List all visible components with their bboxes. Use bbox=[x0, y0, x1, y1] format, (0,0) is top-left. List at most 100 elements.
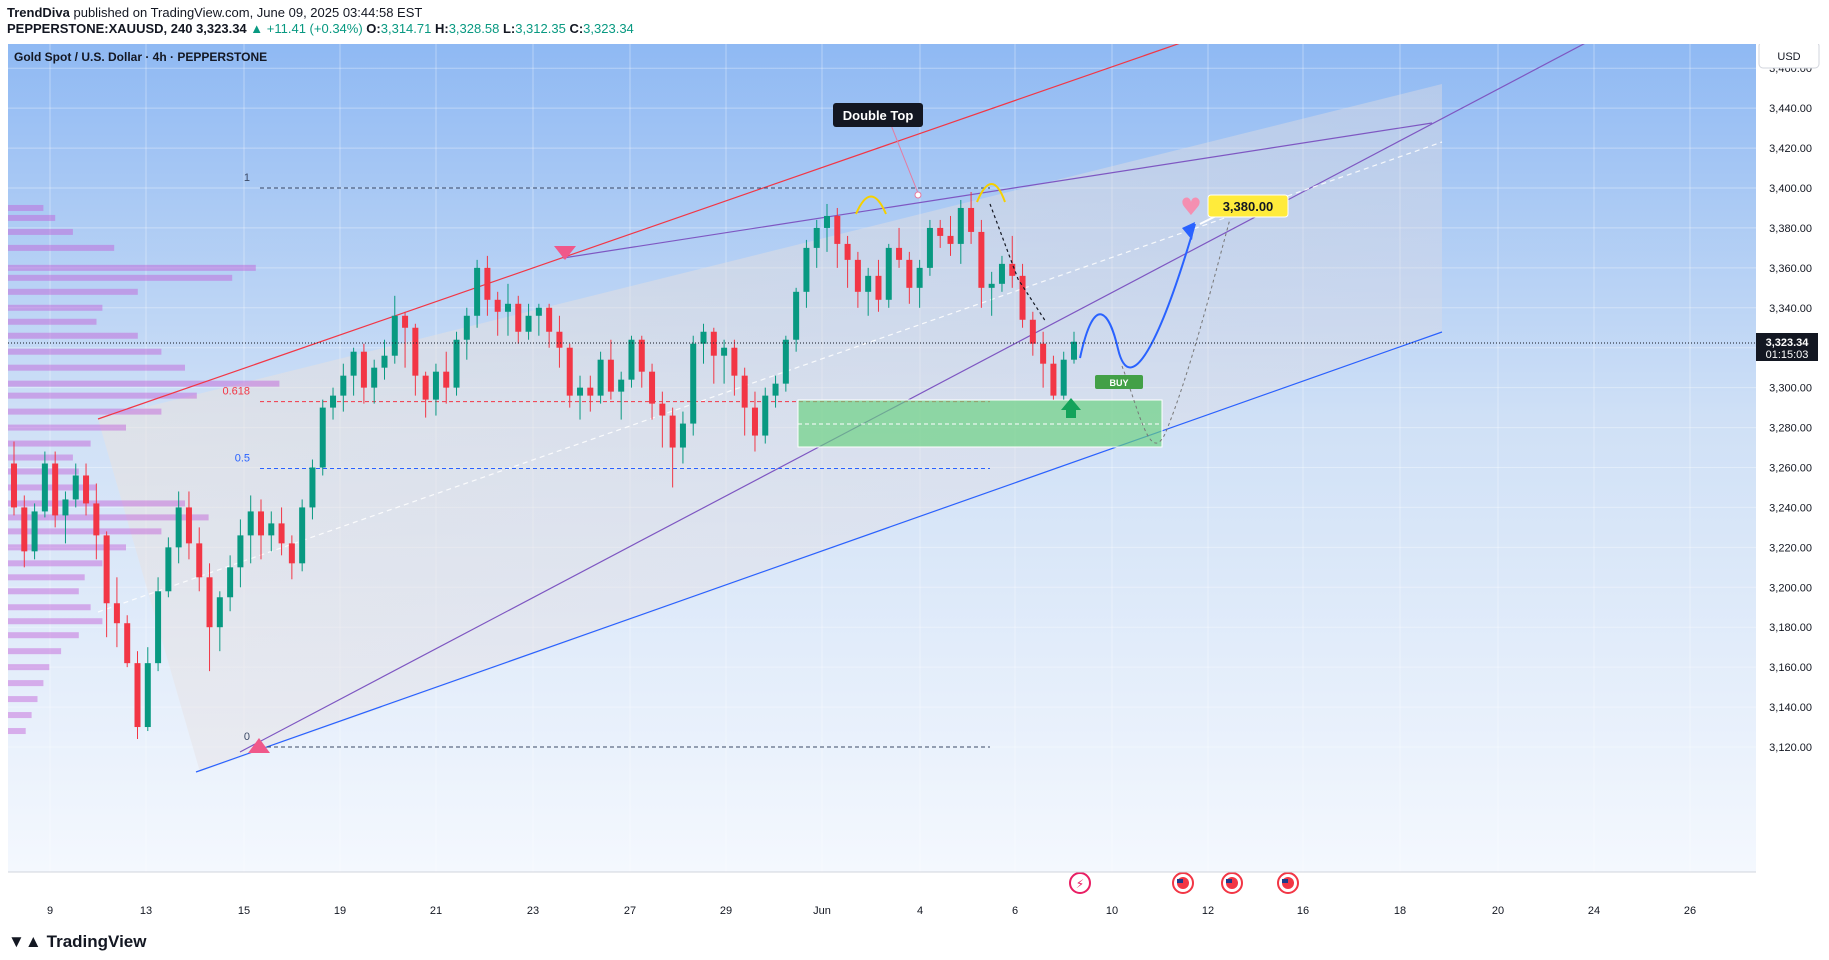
time-tick-label: 4 bbox=[917, 905, 923, 917]
candle bbox=[649, 363, 656, 420]
chart-title: Gold Spot / U.S. Dollar · 4h · PEPPERSTO… bbox=[14, 50, 267, 64]
volume-profile-bar bbox=[8, 348, 162, 355]
time-tick-label: 18 bbox=[1394, 905, 1406, 917]
author-name[interactable]: TrendDiva bbox=[7, 5, 70, 20]
price-tick-label: 3,260.00 bbox=[1769, 463, 1812, 475]
candle bbox=[196, 527, 203, 592]
candle bbox=[710, 327, 717, 384]
candle bbox=[391, 295, 398, 364]
buy-label[interactable]: BUY bbox=[1095, 375, 1143, 389]
double-top-arc-1 bbox=[855, 195, 887, 215]
candle bbox=[1071, 331, 1077, 364]
candle bbox=[556, 315, 563, 368]
candle bbox=[957, 199, 964, 264]
tradingview-icon: ▼▲ bbox=[8, 932, 42, 951]
candle bbox=[1040, 331, 1047, 388]
tradingview-logo[interactable]: ▼▲ TradingView bbox=[8, 932, 146, 952]
time-tick-label: 24 bbox=[1588, 905, 1600, 917]
candle bbox=[227, 555, 234, 612]
volume-profile-bar bbox=[8, 244, 115, 251]
volume-profile-bar bbox=[8, 364, 185, 371]
candle bbox=[360, 343, 367, 404]
candle bbox=[1019, 263, 1026, 328]
volume-profile-bar bbox=[8, 528, 162, 535]
time-tick-label: 12 bbox=[1202, 905, 1214, 917]
double-top-label[interactable]: Double Top bbox=[833, 103, 923, 127]
candle bbox=[319, 399, 326, 476]
symbol-name: PEPPERSTONE:XAUUSD, 240 bbox=[7, 21, 193, 36]
candle bbox=[721, 339, 728, 384]
channel-median-dashed-line[interactable] bbox=[97, 141, 1443, 613]
event-icons[interactable]: ⚡ bbox=[1069, 872, 1299, 894]
volume-profile-bar bbox=[8, 514, 209, 521]
fib-label: 0.618 bbox=[222, 386, 250, 398]
time-tick-label: 10 bbox=[1106, 905, 1118, 917]
volume-profile-bar bbox=[8, 214, 56, 221]
time-axis-labels: 9 13 15 19 21 23 27 29 Jun 4 6 10 12 16 18 20 24 26 bbox=[47, 905, 1696, 917]
candle bbox=[793, 287, 800, 352]
close-value: 3,323.34 bbox=[583, 21, 634, 36]
candle bbox=[11, 441, 17, 516]
volume-profile-bar bbox=[8, 604, 91, 611]
publish-info: TrendDiva published on TradingView.com, … bbox=[7, 5, 422, 20]
candle bbox=[628, 335, 635, 388]
candle bbox=[618, 371, 625, 420]
candle bbox=[700, 323, 707, 364]
channel-upper-red-line[interactable] bbox=[97, 44, 1195, 420]
candle bbox=[1029, 311, 1036, 356]
double-top-pointer bbox=[890, 124, 919, 194]
buy-text: BUY bbox=[1109, 378, 1128, 388]
candle bbox=[525, 303, 532, 340]
high-label: H: bbox=[434, 21, 449, 36]
price-tick-label: 3,160.00 bbox=[1769, 662, 1812, 674]
volume-profile-bar bbox=[8, 454, 73, 461]
candle bbox=[741, 367, 748, 436]
price-tick-label: 3,400.00 bbox=[1769, 183, 1812, 195]
price-tick-label: 3,120.00 bbox=[1769, 742, 1812, 754]
channel-mid-purple-line[interactable] bbox=[239, 44, 1595, 753]
candle bbox=[443, 351, 450, 404]
candle bbox=[175, 491, 182, 564]
double-top-anchor bbox=[914, 191, 922, 199]
candle bbox=[679, 411, 686, 464]
time-tick-label: 26 bbox=[1684, 905, 1696, 917]
candle bbox=[62, 491, 69, 544]
target-price-label[interactable]: 3,380.00 bbox=[1207, 194, 1289, 218]
candle bbox=[844, 235, 851, 288]
candle bbox=[350, 347, 357, 396]
lightning-event-icon[interactable] bbox=[1069, 872, 1091, 894]
candle bbox=[803, 239, 810, 308]
brand-text: TradingView bbox=[46, 932, 147, 951]
candle bbox=[669, 407, 676, 488]
currency-button[interactable]: USD bbox=[1758, 44, 1820, 69]
channel-lower-blue-line[interactable] bbox=[195, 331, 1443, 773]
fib-label: 0 bbox=[244, 731, 250, 743]
candles bbox=[11, 191, 1077, 740]
volume-profile-bar bbox=[8, 380, 280, 387]
heart-icon: ♥ bbox=[1180, 193, 1202, 221]
price-axis-labels: 3,460.003,440.003,420.003,400.003,380.00… bbox=[1769, 63, 1812, 754]
time-tick-label: 13 bbox=[140, 905, 152, 917]
price-chart[interactable]: 1 0.618 0.5 0 Double Top ♥ 3,380.00 BUY ⚡ bbox=[0, 44, 1829, 924]
candle bbox=[731, 339, 738, 396]
candle bbox=[268, 511, 275, 552]
price-tick-label: 3,200.00 bbox=[1769, 582, 1812, 594]
candle bbox=[21, 495, 28, 568]
candle bbox=[402, 311, 409, 368]
channel-upper-purple-line[interactable] bbox=[562, 122, 1433, 259]
candle bbox=[83, 463, 90, 516]
fib-label: 1 bbox=[244, 172, 250, 184]
candle bbox=[1009, 235, 1016, 288]
candle bbox=[834, 207, 841, 268]
fib-levels[interactable]: 1 0.618 0.5 0 bbox=[222, 172, 990, 748]
candle bbox=[165, 537, 172, 598]
price-axis[interactable] bbox=[1756, 44, 1829, 924]
candle bbox=[185, 491, 192, 560]
candle bbox=[330, 387, 337, 420]
candle bbox=[998, 255, 1005, 292]
time-tick-label: Jun bbox=[813, 905, 831, 917]
low-label: L: bbox=[502, 21, 516, 36]
candle bbox=[782, 335, 789, 392]
volume-profile-bar bbox=[8, 318, 97, 325]
candle bbox=[813, 219, 820, 268]
